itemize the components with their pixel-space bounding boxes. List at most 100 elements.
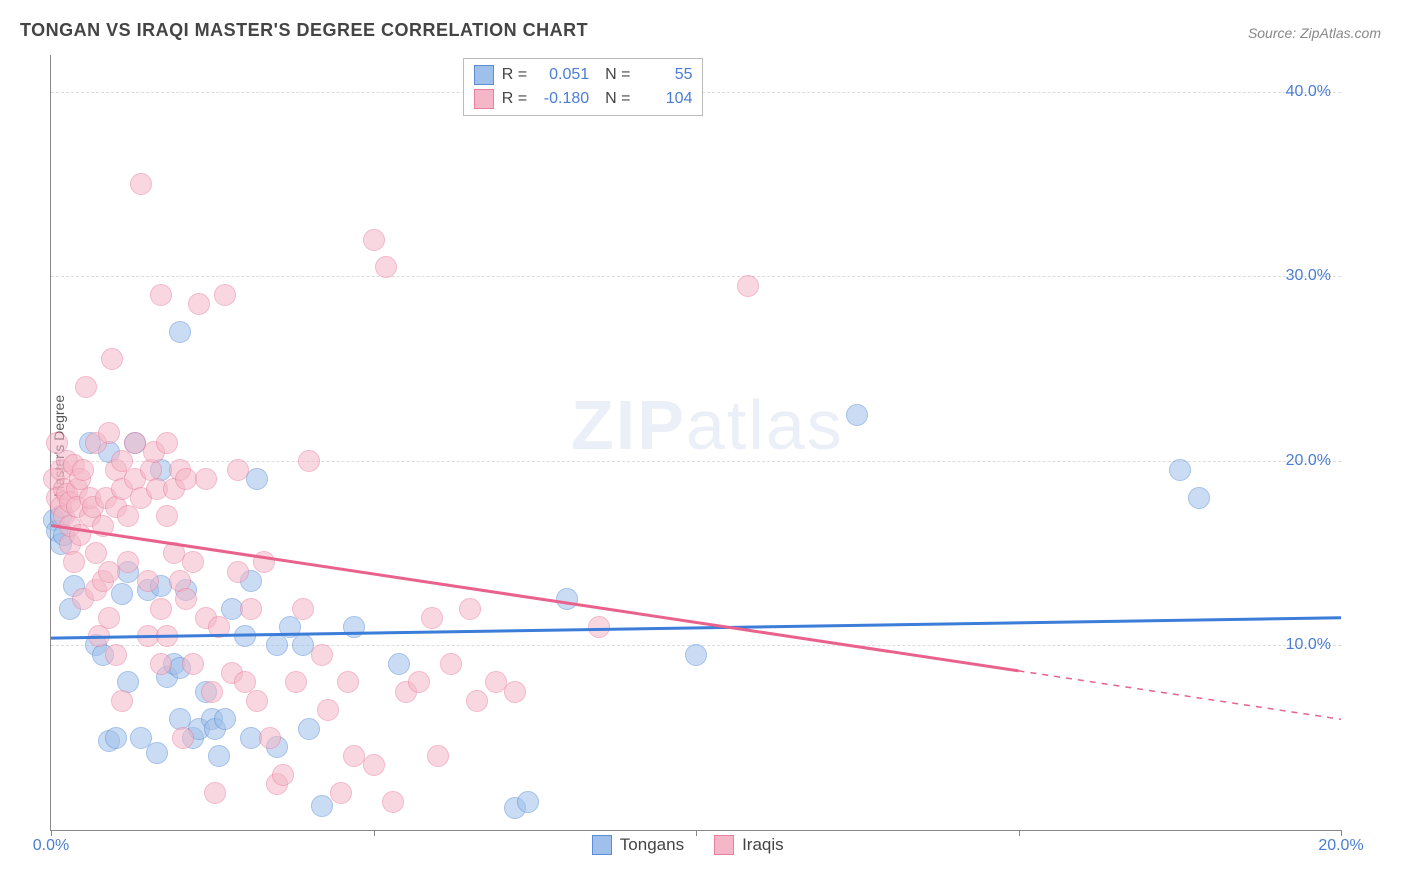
plot-area: ZIPatlas 10.0%20.0%30.0%40.0%0.0%20.0% <box>50 55 1341 831</box>
tongans-point <box>111 583 133 605</box>
x-tick-label: 20.0% <box>1318 837 1363 855</box>
iraqis-point <box>246 690 268 712</box>
tongans-point <box>169 321 191 343</box>
source-prefix: Source: <box>1248 25 1300 41</box>
iraqis-point <box>317 699 339 721</box>
iraqis-point <box>156 432 178 454</box>
legend-label: Iraqis <box>742 835 784 855</box>
swatch-tongans <box>592 835 612 855</box>
iraqis-point <box>440 653 462 675</box>
n-label: N = <box>605 66 630 84</box>
iraqis-point <box>421 607 443 629</box>
iraqis-point <box>175 588 197 610</box>
iraqis-point <box>363 754 385 776</box>
iraqis-point <box>227 561 249 583</box>
legend-item-iraqis: Iraqis <box>714 835 784 855</box>
n-value: 55 <box>638 66 692 84</box>
trend-lines <box>51 55 1341 830</box>
y-tick-label: 20.0% <box>1286 452 1331 470</box>
grid-line <box>51 276 1341 277</box>
tongans-point <box>146 742 168 764</box>
iraqis-point <box>459 598 481 620</box>
chart-title: TONGAN VS IRAQI MASTER'S DEGREE CORRELAT… <box>20 20 588 41</box>
iraqis-point <box>92 515 114 537</box>
iraqis-point <box>337 671 359 693</box>
iraqis-point <box>195 468 217 490</box>
iraqis-point <box>117 551 139 573</box>
tongans-point <box>246 468 268 490</box>
series-legend: Tongans Iraqis <box>592 835 784 855</box>
iraqis-point <box>208 616 230 638</box>
iraqis-point <box>150 598 172 620</box>
iraqis-point <box>737 275 759 297</box>
iraqis-point <box>253 551 275 573</box>
iraqis-point <box>311 644 333 666</box>
iraqis-point <box>292 598 314 620</box>
iraqis-point <box>101 348 123 370</box>
source-label: Source: ZipAtlas.com <box>1248 25 1381 41</box>
iraqis-point <box>111 690 133 712</box>
iraqis-point <box>117 505 139 527</box>
iraqis-point <box>330 782 352 804</box>
r-label: R = <box>502 90 527 108</box>
tongans-point <box>846 404 868 426</box>
iraqis-point <box>182 551 204 573</box>
iraqis-point <box>150 653 172 675</box>
iraqis-point <box>259 727 281 749</box>
tongans-point <box>517 791 539 813</box>
iraqis-point <box>427 745 449 767</box>
tongans-point <box>556 588 578 610</box>
n-label: N = <box>605 90 630 108</box>
iraqis-point <box>137 570 159 592</box>
x-tick-mark <box>374 830 375 836</box>
iraqis-point <box>466 690 488 712</box>
watermark-bold: ZIP <box>571 386 686 464</box>
iraqis-point <box>98 422 120 444</box>
iraqis-point <box>504 681 526 703</box>
r-label: R = <box>502 66 527 84</box>
source-name: ZipAtlas.com <box>1300 25 1381 41</box>
iraqis-point <box>272 764 294 786</box>
tongans-point <box>685 644 707 666</box>
iraqis-point <box>382 791 404 813</box>
r-value: 0.051 <box>535 66 589 84</box>
tongans-point <box>234 625 256 647</box>
stats-row-tongans: R = 0.051 N = 55 <box>474 63 693 87</box>
r-value: -0.180 <box>535 90 589 108</box>
iraqis-point <box>98 607 120 629</box>
iraqis-point <box>298 450 320 472</box>
tongans-point <box>1188 487 1210 509</box>
iraqis-point <box>227 459 249 481</box>
iraqis-point <box>375 256 397 278</box>
iraqis-point <box>214 284 236 306</box>
y-tick-label: 40.0% <box>1286 83 1331 101</box>
tongans-point <box>388 653 410 675</box>
chart-container: TONGAN VS IRAQI MASTER'S DEGREE CORRELAT… <box>0 0 1406 892</box>
iraqis-point <box>201 681 223 703</box>
y-tick-label: 10.0% <box>1286 636 1331 654</box>
iraqis-point <box>408 671 430 693</box>
tongans-point <box>105 727 127 749</box>
iraqis-point <box>72 459 94 481</box>
iraqis-point <box>150 284 172 306</box>
iraqis-point <box>130 173 152 195</box>
iraqis-point <box>588 616 610 638</box>
tongans-point <box>343 616 365 638</box>
tongans-point <box>298 718 320 740</box>
stats-row-iraqis: R = -0.180 N = 104 <box>474 87 693 111</box>
iraqis-point <box>182 653 204 675</box>
iraqis-point <box>204 782 226 804</box>
iraqis-point <box>63 551 85 573</box>
iraqis-point <box>75 376 97 398</box>
n-value: 104 <box>638 90 692 108</box>
iraqis-point <box>285 671 307 693</box>
stats-legend: R = 0.051 N = 55 R = -0.180 N = 104 <box>463 58 704 116</box>
iraqis-point <box>172 727 194 749</box>
legend-item-tongans: Tongans <box>592 835 684 855</box>
iraqis-point <box>188 293 210 315</box>
swatch-tongans <box>474 65 494 85</box>
iraqis-point <box>156 505 178 527</box>
watermark-rest: atlas <box>686 386 844 464</box>
swatch-iraqis <box>474 89 494 109</box>
tongans-point <box>214 708 236 730</box>
